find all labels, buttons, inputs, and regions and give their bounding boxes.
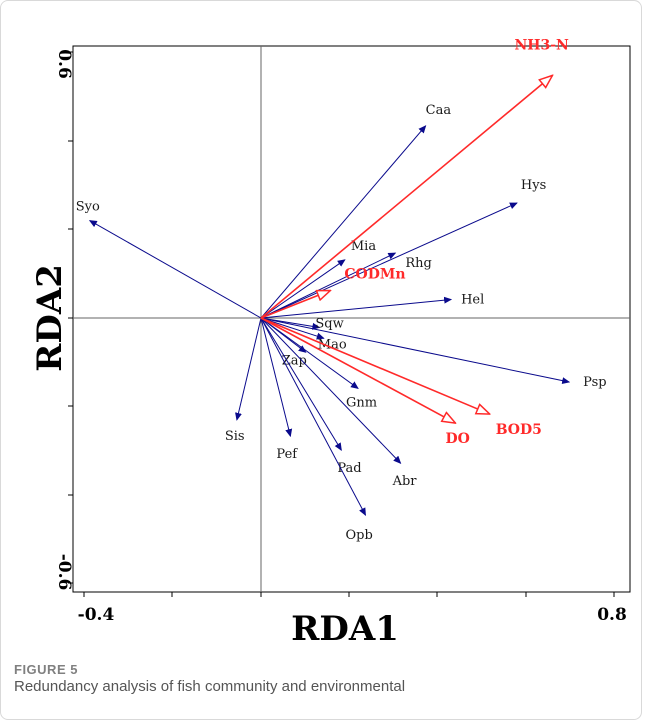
x-tick-label-min: -0.4 <box>78 605 115 625</box>
y-axis-ticks <box>68 51 73 584</box>
species-label-gnm: Gnm <box>346 395 377 410</box>
env-label-do: DO <box>445 431 469 447</box>
rda-biplot: SyoCaaHysMiaRhgHelSqwMaoZapPspGnmSisPefP… <box>30 37 631 649</box>
species-label-caa: Caa <box>426 103 452 118</box>
env-label-codmn: CODMn <box>344 266 405 282</box>
env-arrow-nh3-n <box>260 75 552 319</box>
species-label-pef: Pef <box>276 447 298 462</box>
x-axis-title: RDA1 <box>291 609 399 649</box>
species-label-sqw: Sqw <box>315 316 343 331</box>
species-arrow-gnm <box>260 317 359 389</box>
figure-caption: Redundancy analysis of fish community an… <box>14 678 406 695</box>
species-arrow-syo <box>88 220 262 319</box>
y-tick-label-min: -0.6 <box>54 554 74 591</box>
species-arrow-abr <box>260 317 402 464</box>
species-arrow-pad <box>260 317 342 451</box>
species-label-abr: Abr <box>392 474 418 489</box>
species-arrow-sis <box>235 317 262 421</box>
env-label-nh3-n: NH3-N <box>514 37 569 53</box>
species-vectors: SyoCaaHysMiaRhgHelSqwMaoZapPspGnmSisPefP… <box>76 103 607 543</box>
env-arrow-do <box>260 317 455 423</box>
species-arrow-mia <box>260 259 346 319</box>
y-axis-title: RDA2 <box>30 264 70 372</box>
env-arrow-codmn <box>260 290 330 319</box>
species-arrow-mao <box>260 317 325 340</box>
species-label-hys: Hys <box>521 178 546 193</box>
species-label-rhg: Rhg <box>405 256 431 271</box>
species-arrow-pef <box>260 317 293 438</box>
species-label-psp: Psp <box>583 375 606 390</box>
environment-vectors: NH3-N CODMn DO BOD5 <box>260 37 569 447</box>
species-label-syo: Syo <box>76 200 100 215</box>
species-arrow-hel <box>260 296 453 319</box>
figure-label: FIGURE 5 <box>14 662 78 677</box>
species-label-sis: Sis <box>225 429 245 444</box>
species-arrow-rhg <box>260 252 397 319</box>
species-arrow-opb <box>260 317 366 516</box>
species-arrow-caa <box>260 125 427 319</box>
species-label-hel: Hel <box>461 293 484 308</box>
species-arrow-psp <box>260 317 571 385</box>
species-label-mao: Mao <box>318 337 347 352</box>
env-arrow-bod5 <box>260 317 490 414</box>
species-label-opb: Opb <box>345 528 372 543</box>
species-label-zap: Zap <box>282 353 307 368</box>
species-label-mia: Mia <box>351 239 376 254</box>
species-arrow-hys <box>260 202 518 319</box>
env-label-bod5: BOD5 <box>496 422 542 438</box>
plot-frame <box>72 45 631 593</box>
x-axis-ticks <box>83 592 615 597</box>
y-tick-label-max: 0.6 <box>54 49 74 79</box>
x-tick-label-max: 0.8 <box>597 605 627 625</box>
